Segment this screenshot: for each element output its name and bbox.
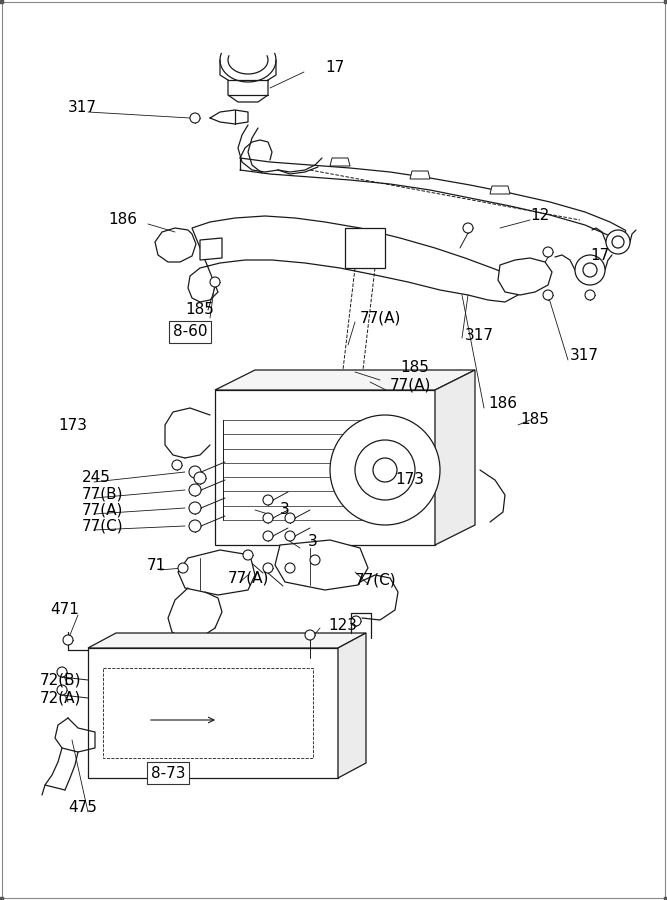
- Text: 77(A): 77(A): [82, 502, 123, 518]
- Circle shape: [57, 685, 67, 695]
- Circle shape: [263, 531, 273, 541]
- Bar: [103, 668, 313, 758]
- Polygon shape: [215, 390, 435, 545]
- Circle shape: [575, 255, 605, 285]
- Text: 185: 185: [520, 412, 549, 427]
- Circle shape: [263, 563, 273, 573]
- Text: 186: 186: [488, 395, 517, 410]
- Text: 77(C): 77(C): [82, 518, 123, 534]
- Polygon shape: [345, 228, 385, 268]
- Text: 77(A): 77(A): [390, 377, 432, 392]
- Circle shape: [463, 223, 473, 233]
- Text: 317: 317: [570, 347, 599, 363]
- Text: 186: 186: [108, 212, 137, 228]
- Text: 471: 471: [50, 602, 79, 617]
- Circle shape: [194, 472, 206, 484]
- Polygon shape: [215, 370, 475, 390]
- Text: 77(B): 77(B): [82, 487, 123, 501]
- Polygon shape: [330, 158, 350, 166]
- Circle shape: [285, 531, 295, 541]
- Polygon shape: [498, 258, 552, 295]
- Text: 185: 185: [400, 361, 429, 375]
- Circle shape: [243, 550, 253, 560]
- Polygon shape: [338, 633, 366, 778]
- Circle shape: [178, 563, 188, 573]
- Text: 123: 123: [328, 617, 357, 633]
- Polygon shape: [178, 550, 255, 595]
- Circle shape: [263, 513, 273, 523]
- Circle shape: [543, 290, 553, 300]
- Circle shape: [189, 484, 201, 496]
- Circle shape: [612, 236, 624, 248]
- Circle shape: [606, 230, 630, 254]
- Polygon shape: [275, 540, 368, 590]
- Circle shape: [310, 555, 320, 565]
- Text: 317: 317: [68, 101, 97, 115]
- Circle shape: [543, 247, 553, 257]
- Text: 475: 475: [68, 800, 97, 815]
- Polygon shape: [200, 238, 222, 260]
- Circle shape: [190, 113, 200, 123]
- Circle shape: [351, 616, 361, 626]
- Text: 77(A): 77(A): [228, 571, 269, 586]
- Text: 72(B): 72(B): [40, 672, 81, 688]
- Circle shape: [189, 466, 201, 478]
- Polygon shape: [88, 648, 338, 778]
- Circle shape: [189, 502, 201, 514]
- Text: 317: 317: [465, 328, 494, 343]
- Polygon shape: [410, 171, 430, 179]
- Circle shape: [305, 630, 315, 640]
- Text: 173: 173: [58, 418, 87, 433]
- Circle shape: [355, 440, 415, 500]
- Circle shape: [172, 460, 182, 470]
- Text: 245: 245: [82, 471, 111, 485]
- Circle shape: [189, 520, 201, 532]
- Text: 72(A): 72(A): [40, 690, 81, 706]
- Text: 71: 71: [147, 559, 166, 573]
- Polygon shape: [155, 228, 196, 262]
- Circle shape: [263, 495, 273, 505]
- Circle shape: [63, 635, 73, 645]
- Circle shape: [330, 415, 440, 525]
- Polygon shape: [88, 633, 366, 648]
- Circle shape: [373, 458, 397, 482]
- Circle shape: [285, 513, 295, 523]
- Text: 173: 173: [395, 472, 424, 488]
- Text: 17: 17: [590, 248, 609, 263]
- Text: 77(A): 77(A): [360, 310, 402, 326]
- Text: 185: 185: [185, 302, 214, 318]
- Circle shape: [57, 667, 67, 677]
- Circle shape: [285, 563, 295, 573]
- Text: 8-73: 8-73: [151, 766, 185, 780]
- Circle shape: [210, 277, 220, 287]
- Circle shape: [585, 290, 595, 300]
- Polygon shape: [188, 216, 520, 302]
- Text: 8-60: 8-60: [173, 325, 207, 339]
- Circle shape: [583, 263, 597, 277]
- Text: 17: 17: [325, 60, 344, 76]
- Text: 77(C): 77(C): [355, 572, 397, 588]
- Text: 12: 12: [530, 208, 549, 222]
- Polygon shape: [490, 186, 510, 194]
- Text: 3: 3: [308, 535, 317, 550]
- Polygon shape: [435, 370, 475, 545]
- Text: 3: 3: [280, 502, 289, 518]
